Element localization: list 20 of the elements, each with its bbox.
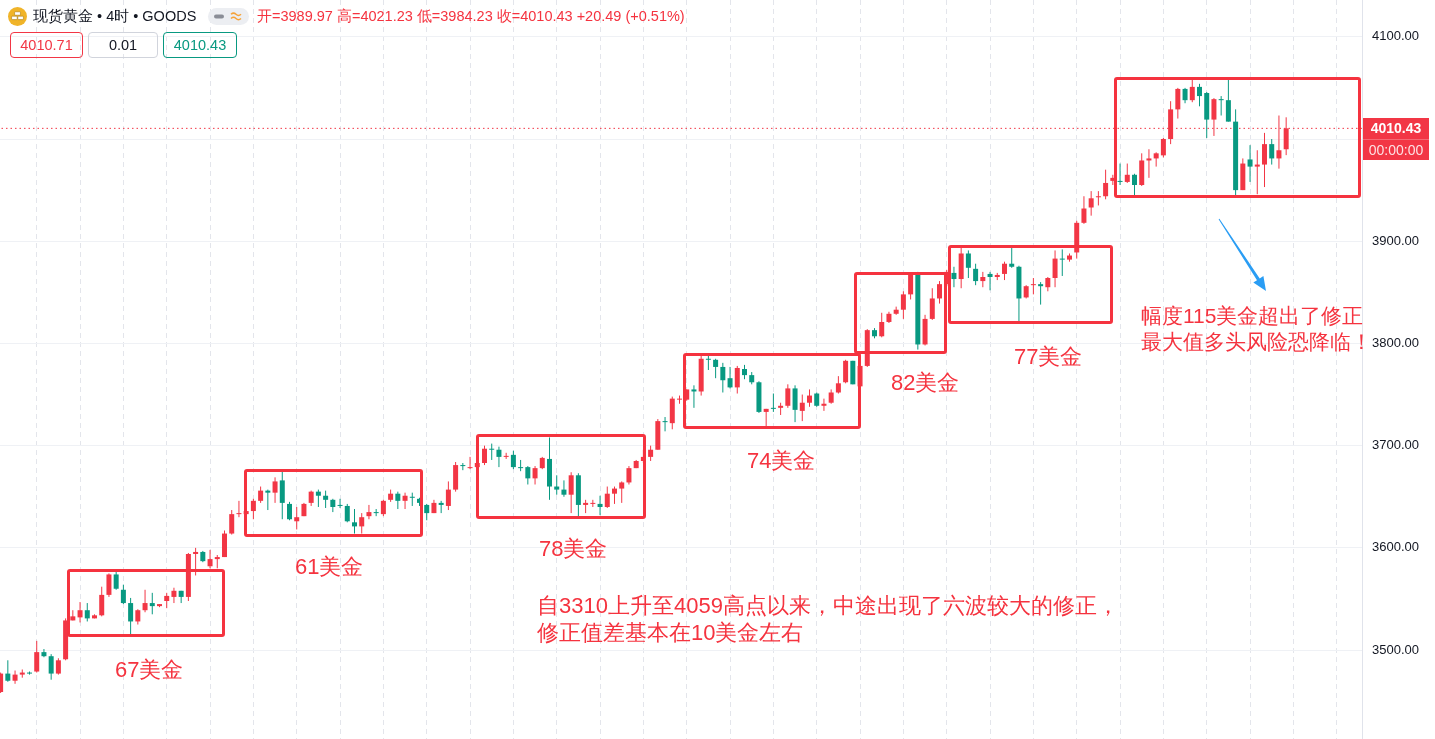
annotation: 67美金 bbox=[115, 657, 184, 683]
y-tick-label: 3800.00 bbox=[1372, 335, 1419, 351]
y-tick-label: 3700.00 bbox=[1372, 437, 1419, 453]
annotation: 4010.71 bbox=[10, 32, 83, 58]
annotation: 78美金 bbox=[539, 536, 608, 562]
annotation: 74美金 bbox=[747, 448, 816, 474]
ref-line-label: 4010.43 bbox=[1369, 118, 1423, 138]
annotation: 82美金 bbox=[891, 370, 960, 396]
annotation: 自3310上升至4059高点以来，中途出现了六波较大的修正，修正值差基本在10美金左右 bbox=[537, 592, 1120, 646]
text: 开=3989.97 高=4021.23 低=3984.23 收=4010.43 +20.49 (+0.51%) bbox=[257, 7, 685, 25]
y-tick-label: 4100.00 bbox=[1372, 28, 1419, 44]
annotation: 0.01 bbox=[88, 32, 158, 58]
text: 00:00:00 bbox=[1363, 138, 1429, 160]
annotation: 61美金 bbox=[295, 554, 364, 580]
y-tick-label: 3900.00 bbox=[1372, 232, 1419, 248]
text: 现货黄金 • 4时 • GOODS bbox=[33, 7, 197, 25]
y-tick-label: 3500.00 bbox=[1372, 641, 1419, 657]
annotation: 77美金 bbox=[1014, 344, 1083, 370]
annotation: 4010.43 bbox=[163, 32, 237, 58]
y-tick-label: 3600.00 bbox=[1372, 539, 1419, 555]
